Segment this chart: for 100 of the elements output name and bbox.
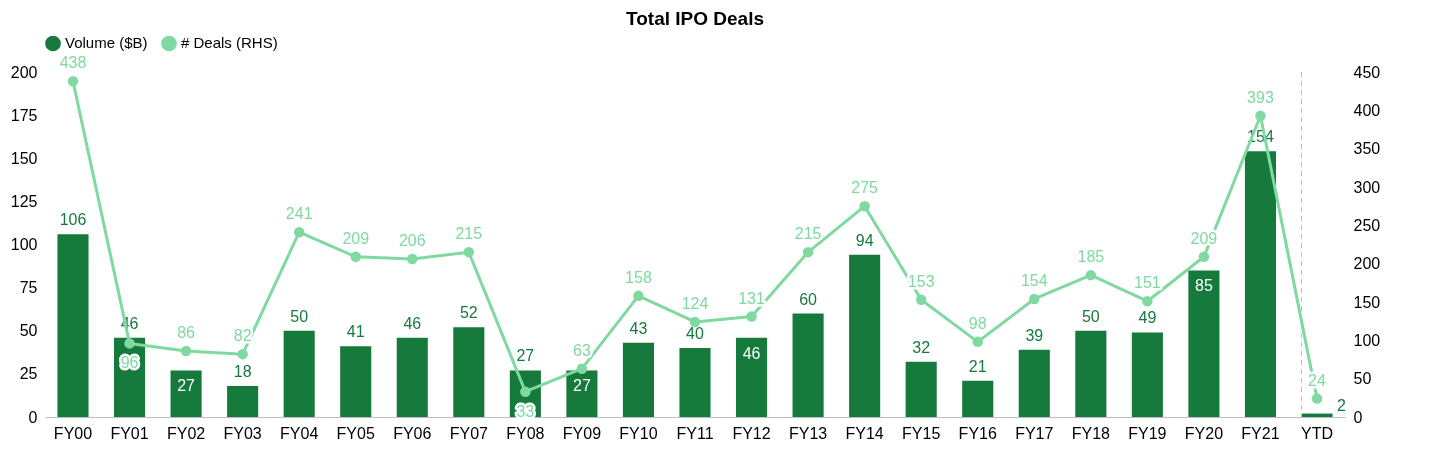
point	[859, 200, 870, 212]
x-tick-label: FY16	[958, 424, 997, 442]
data-label: 27	[516, 347, 535, 365]
x-tick-label: FY06	[393, 424, 432, 442]
bar	[396, 337, 428, 417]
x-tick-label: FY03	[223, 424, 262, 442]
y-tick-label: 25	[19, 365, 38, 383]
chart-title: Total IPO Deals	[626, 8, 764, 29]
bar	[57, 234, 89, 417]
data-label: 41	[346, 323, 365, 341]
point	[67, 75, 79, 87]
x-tick-label: FY10	[619, 424, 658, 442]
point	[407, 253, 418, 265]
point	[802, 246, 814, 258]
y-tick-label: 100	[10, 236, 38, 253]
bar	[849, 254, 881, 417]
x-tick-label: FY01	[110, 424, 149, 442]
data-label: 85	[1195, 277, 1213, 295]
data-label: 185	[1077, 248, 1105, 266]
data-label: 275	[851, 179, 879, 197]
data-label: 50	[290, 307, 309, 325]
data-label: 82	[233, 327, 252, 345]
x-tick-label: FY21	[1241, 424, 1280, 442]
data-label: 106	[59, 211, 87, 229]
bar	[622, 342, 654, 417]
data-label: 32	[912, 338, 931, 356]
y2-tick-label: 350	[1353, 140, 1381, 158]
point	[746, 311, 757, 322]
data-label: 131	[738, 289, 765, 307]
x-tick-label: FY18	[1071, 424, 1111, 442]
y-tick-label: 75	[19, 279, 38, 297]
point	[1311, 393, 1323, 404]
bar	[1188, 270, 1220, 417]
x-tick-label: FY08	[506, 424, 545, 442]
data-label: 21	[968, 357, 987, 375]
data-label: 27	[177, 377, 196, 395]
point	[972, 336, 983, 348]
y-tick-label: 200	[10, 63, 38, 81]
x-tick-label: FY05	[336, 424, 375, 442]
data-label: 39	[1025, 326, 1044, 344]
legend-label: # Deals (RHS)	[181, 34, 278, 52]
data-label: 151	[1134, 274, 1161, 292]
x-tick-label: FY19	[1128, 424, 1167, 442]
bar	[453, 327, 485, 417]
data-label: 154	[1020, 271, 1048, 289]
y2-tick-label: 450	[1353, 63, 1381, 81]
data-label: 158	[625, 268, 652, 286]
x-tick-label: FY09	[562, 424, 602, 442]
data-label: 40	[686, 325, 704, 342]
data-label: 46	[742, 344, 761, 362]
y2-tick-label: 300	[1353, 178, 1381, 196]
y2-tick-label: 400	[1353, 101, 1381, 119]
point	[689, 316, 701, 328]
x-tick-label: FY04	[280, 424, 319, 442]
point	[1029, 293, 1040, 305]
x-tick-label: FY20	[1184, 424, 1224, 442]
bar	[227, 385, 259, 417]
data-label: 98	[968, 314, 987, 332]
data-label: 33	[516, 402, 535, 420]
data-label: 209	[342, 229, 370, 247]
data-label: 46	[403, 314, 422, 332]
x-tick-label: FY17	[1015, 424, 1054, 442]
bar	[283, 330, 315, 417]
data-label: 52	[459, 304, 478, 322]
x-tick-label: FY14	[845, 424, 884, 442]
y-tick-label: 125	[10, 192, 38, 210]
data-label: 215	[794, 225, 822, 243]
x-tick-label: FY12	[732, 424, 771, 442]
point	[633, 290, 644, 302]
bar	[1131, 332, 1163, 417]
y2-tick-label: 50	[1353, 370, 1372, 388]
data-label: 124	[681, 294, 709, 312]
x-tick-label: FY00	[53, 424, 93, 442]
legend-label: Volume ($B)	[65, 34, 148, 52]
x-tick-label: FY13	[788, 424, 828, 442]
y2-tick-label: 100	[1353, 331, 1381, 349]
y-tick-label: 0	[28, 408, 38, 426]
data-label: 393	[1247, 88, 1274, 106]
y-tick-label: 150	[10, 149, 38, 167]
data-label: 94	[855, 231, 874, 249]
data-label: 215	[455, 225, 483, 243]
bar	[679, 348, 711, 417]
data-label: 60	[799, 290, 818, 308]
data-label: 50	[1081, 307, 1100, 325]
point	[350, 251, 361, 262]
y2-tick-label: 250	[1353, 216, 1381, 234]
data-label: 96	[120, 354, 139, 372]
y2-tick-label: 0	[1353, 408, 1363, 426]
data-label: 63	[573, 341, 591, 359]
data-label: 86	[177, 324, 196, 342]
x-tick-label: FY15	[902, 424, 941, 442]
y-tick-label: 175	[10, 106, 38, 124]
data-label: 49	[1138, 309, 1157, 327]
y2-tick-label: 150	[1353, 293, 1381, 311]
bar	[340, 346, 372, 417]
x-tick-label: FY11	[676, 424, 714, 442]
data-label: 43	[629, 319, 648, 337]
bar	[792, 313, 824, 417]
point	[293, 227, 305, 238]
point	[237, 348, 248, 360]
